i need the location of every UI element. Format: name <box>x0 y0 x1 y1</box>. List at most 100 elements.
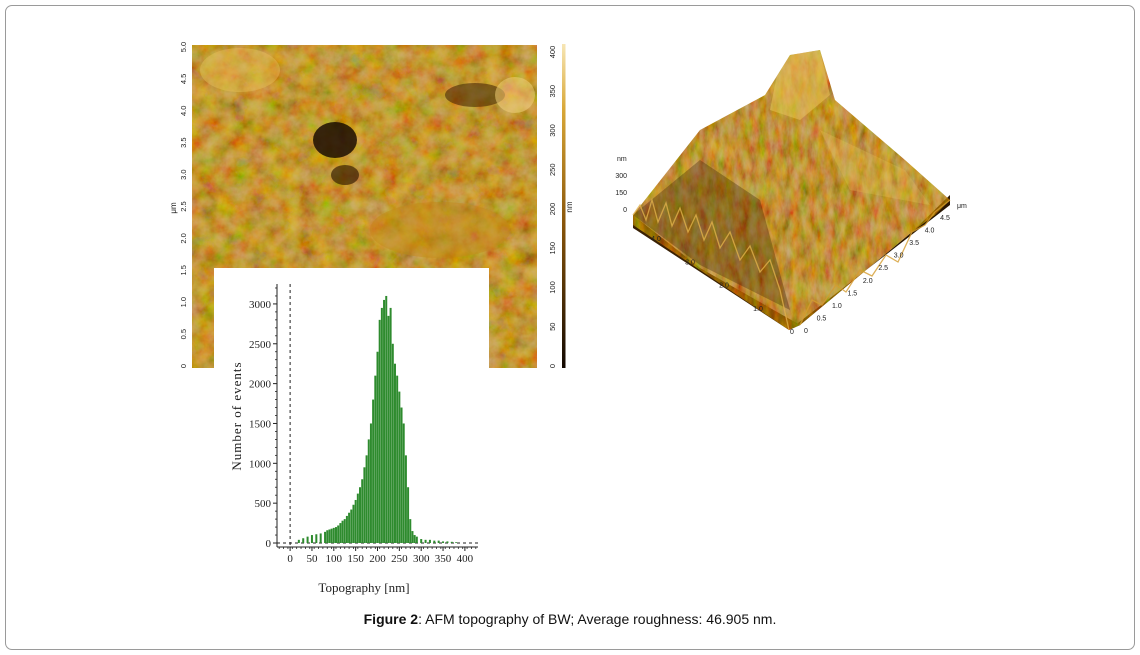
afm-3d-right-tick-label: 4.5 <box>940 215 950 222</box>
afm-3d-right-tick-label: 1.0 <box>832 303 842 310</box>
afm-3d-z-tick-label: 150 <box>615 190 627 197</box>
histogram-bar <box>334 527 337 544</box>
afm-3d-left-axis-ticks: 4.0 3.0 2.0 1.0 0 <box>651 236 794 336</box>
figure-caption: Figure 2: AFM topography of BW; Average … <box>0 611 1140 627</box>
histogram-background <box>214 268 489 608</box>
colorbar-tick-label: 200 <box>548 203 557 216</box>
histogram-bar <box>424 539 427 544</box>
histogram-bar <box>400 407 403 544</box>
afm-2d-dark-region <box>445 83 505 107</box>
histogram-bar <box>446 541 449 544</box>
afm-3d-right-tick-label: 0 <box>804 328 808 335</box>
histogram-zero-lines <box>277 284 478 547</box>
histogram-x-tick-label: 150 <box>347 553 364 565</box>
afm-2d-y-tick-label: 4.5 <box>179 74 188 84</box>
histogram-x-ticks: 0 50 100 150 200 250 300 350 400 <box>278 547 477 565</box>
afm-2d-y-unit: μm <box>169 202 178 214</box>
histogram-y-tick-label: 2500 <box>249 339 272 351</box>
histogram-bar <box>352 504 355 544</box>
afm-3d-right-tick-label: 3.0 <box>894 253 904 260</box>
histogram-x-tick-label: 250 <box>391 553 408 565</box>
histogram-bar <box>363 467 366 544</box>
colorbar-tick-label: 100 <box>548 281 557 294</box>
afm-3d-z-unit: nm <box>617 156 627 163</box>
histogram-bar <box>455 542 458 544</box>
afm-2d-y-tick-label: 2.5 <box>179 201 188 211</box>
afm-2d-y-tick-label: 2.0 <box>179 233 188 243</box>
afm-2d-dark-pit <box>313 122 357 158</box>
histogram-bar <box>413 535 416 544</box>
colorbar-tick-label: 300 <box>548 124 557 137</box>
histogram-bar <box>372 399 375 544</box>
afm-2d-y-tick-label: 1.0 <box>179 297 188 307</box>
colorbar-tick-label: 250 <box>548 163 557 176</box>
afm-3d-right-tick-label: 0.5 <box>817 315 827 322</box>
histogram-x-tick-label: 400 <box>457 553 474 565</box>
afm-3d-right-tick-label: 1.5 <box>847 290 857 297</box>
afm-2d-y-tick-label: 1.5 <box>179 265 188 275</box>
afm-3d-right-axis-unit: μm <box>957 203 967 210</box>
histogram-bar <box>378 319 381 544</box>
histogram-bar <box>385 295 388 544</box>
afm-3d-right-tick-label: 4.0 <box>925 228 935 235</box>
afm-3d-right-tick-label: 2.0 <box>863 278 873 285</box>
afm-3d-left-tick-label: 0 <box>790 329 794 336</box>
afm-2d-y-tick-label: 5.0 <box>179 42 188 52</box>
histogram-bar <box>306 536 309 544</box>
afm-2d-y-tick-label: 3.0 <box>179 169 188 179</box>
histogram-bar <box>404 455 407 544</box>
afm-3d-peak-highlight <box>770 50 830 120</box>
histogram-y-ticks: 0 500 1000 1500 2000 2500 3000 <box>249 287 277 550</box>
histogram-bar <box>376 351 379 544</box>
histogram-bar <box>409 519 412 544</box>
histogram-bar <box>328 529 331 544</box>
afm-3d-right-tick-label: 2.5 <box>878 265 888 272</box>
histogram-bar <box>391 343 394 544</box>
histogram-y-tick-label: 3000 <box>249 299 272 311</box>
caption-text: : AFM topography of BW; Average roughnes… <box>418 611 777 627</box>
histogram-bar <box>387 315 390 544</box>
histogram-y-tick-label: 1000 <box>249 458 272 470</box>
colorbar-ticks: 0 50 100 150 200 250 300 350 400 <box>548 46 557 368</box>
afm-3d-left-tick-label: 4.0 <box>651 236 661 243</box>
afm-3d-left-tick-label: 1.0 <box>753 306 763 313</box>
histogram-bar <box>415 536 418 544</box>
histogram-bar <box>350 509 353 544</box>
histogram-bar <box>345 515 348 544</box>
histogram-bar <box>383 299 386 544</box>
afm-3d-z-tick-label: 0 <box>623 207 627 214</box>
afm-3d-right-tick-label: 3.5 <box>909 240 919 247</box>
histogram-x-tick-label: 50 <box>306 553 318 565</box>
histogram-bar <box>319 533 322 544</box>
histogram-y-label: Number of events <box>229 361 244 470</box>
afm-2d-smooth-region <box>370 202 510 258</box>
histogram-bar <box>450 541 453 544</box>
histogram-y-tick-label: 500 <box>255 498 272 510</box>
histogram-bar <box>367 439 370 544</box>
histogram-bar <box>389 307 392 544</box>
histogram-bar <box>442 541 445 544</box>
colorbar-tick-label: 150 <box>548 242 557 255</box>
afm-2d-y-tick-label: 0.5 <box>179 329 188 339</box>
colorbar-tick-label: 50 <box>548 323 557 331</box>
afm-3d-surface: 300 150 0 nm 4.0 3.0 2.0 1.0 0 4.5 4.0 3.5 3.0 2.5… <box>615 50 967 336</box>
afm-3d-right-edge <box>799 199 951 326</box>
afm-3d-right-axis-ticks: 4.5 4.0 3.5 3.0 2.5 2.0 1.5 1.0 0.5 0 <box>804 215 950 335</box>
histogram-bar <box>310 535 313 544</box>
colorbar-unit: nm <box>565 201 574 212</box>
afm-3d-shadow-region <box>633 160 790 310</box>
histogram-bar <box>332 527 335 544</box>
colorbar-tick-label: 350 <box>548 85 557 98</box>
afm-3d-left-tick-label: 3.0 <box>685 259 695 266</box>
histogram-bar <box>337 525 340 544</box>
histogram-x-tick-label: 300 <box>413 553 430 565</box>
histogram-y-tick-label: 2000 <box>249 379 272 391</box>
histogram-bar <box>420 539 423 544</box>
histogram-y-tick-label: 0 <box>266 538 272 550</box>
histogram-bar <box>437 540 440 544</box>
histogram-bar <box>315 534 318 544</box>
afm-3d-front-edge <box>632 197 790 331</box>
histogram-bar <box>330 528 333 544</box>
histogram-bar <box>411 531 414 544</box>
